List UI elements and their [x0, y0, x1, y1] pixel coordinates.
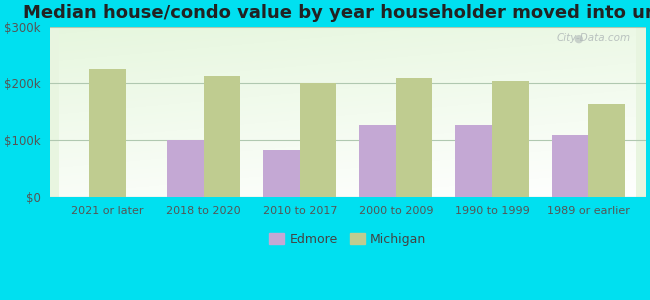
Text: City-Data.com: City-Data.com: [557, 33, 631, 43]
Bar: [263, 150, 300, 197]
Bar: [588, 104, 625, 197]
Legend: Edmore, Michigan: Edmore, Michigan: [265, 228, 432, 251]
Text: ●: ●: [573, 33, 583, 43]
Bar: [89, 69, 125, 197]
Bar: [396, 78, 432, 197]
Bar: [203, 76, 240, 197]
Bar: [456, 125, 492, 197]
Bar: [492, 81, 528, 197]
Bar: [300, 83, 336, 197]
Bar: [359, 125, 396, 197]
Bar: [552, 135, 588, 197]
Bar: [167, 140, 203, 197]
Title: Median house/condo value by year householder moved into unit: Median house/condo value by year househo…: [23, 4, 650, 22]
